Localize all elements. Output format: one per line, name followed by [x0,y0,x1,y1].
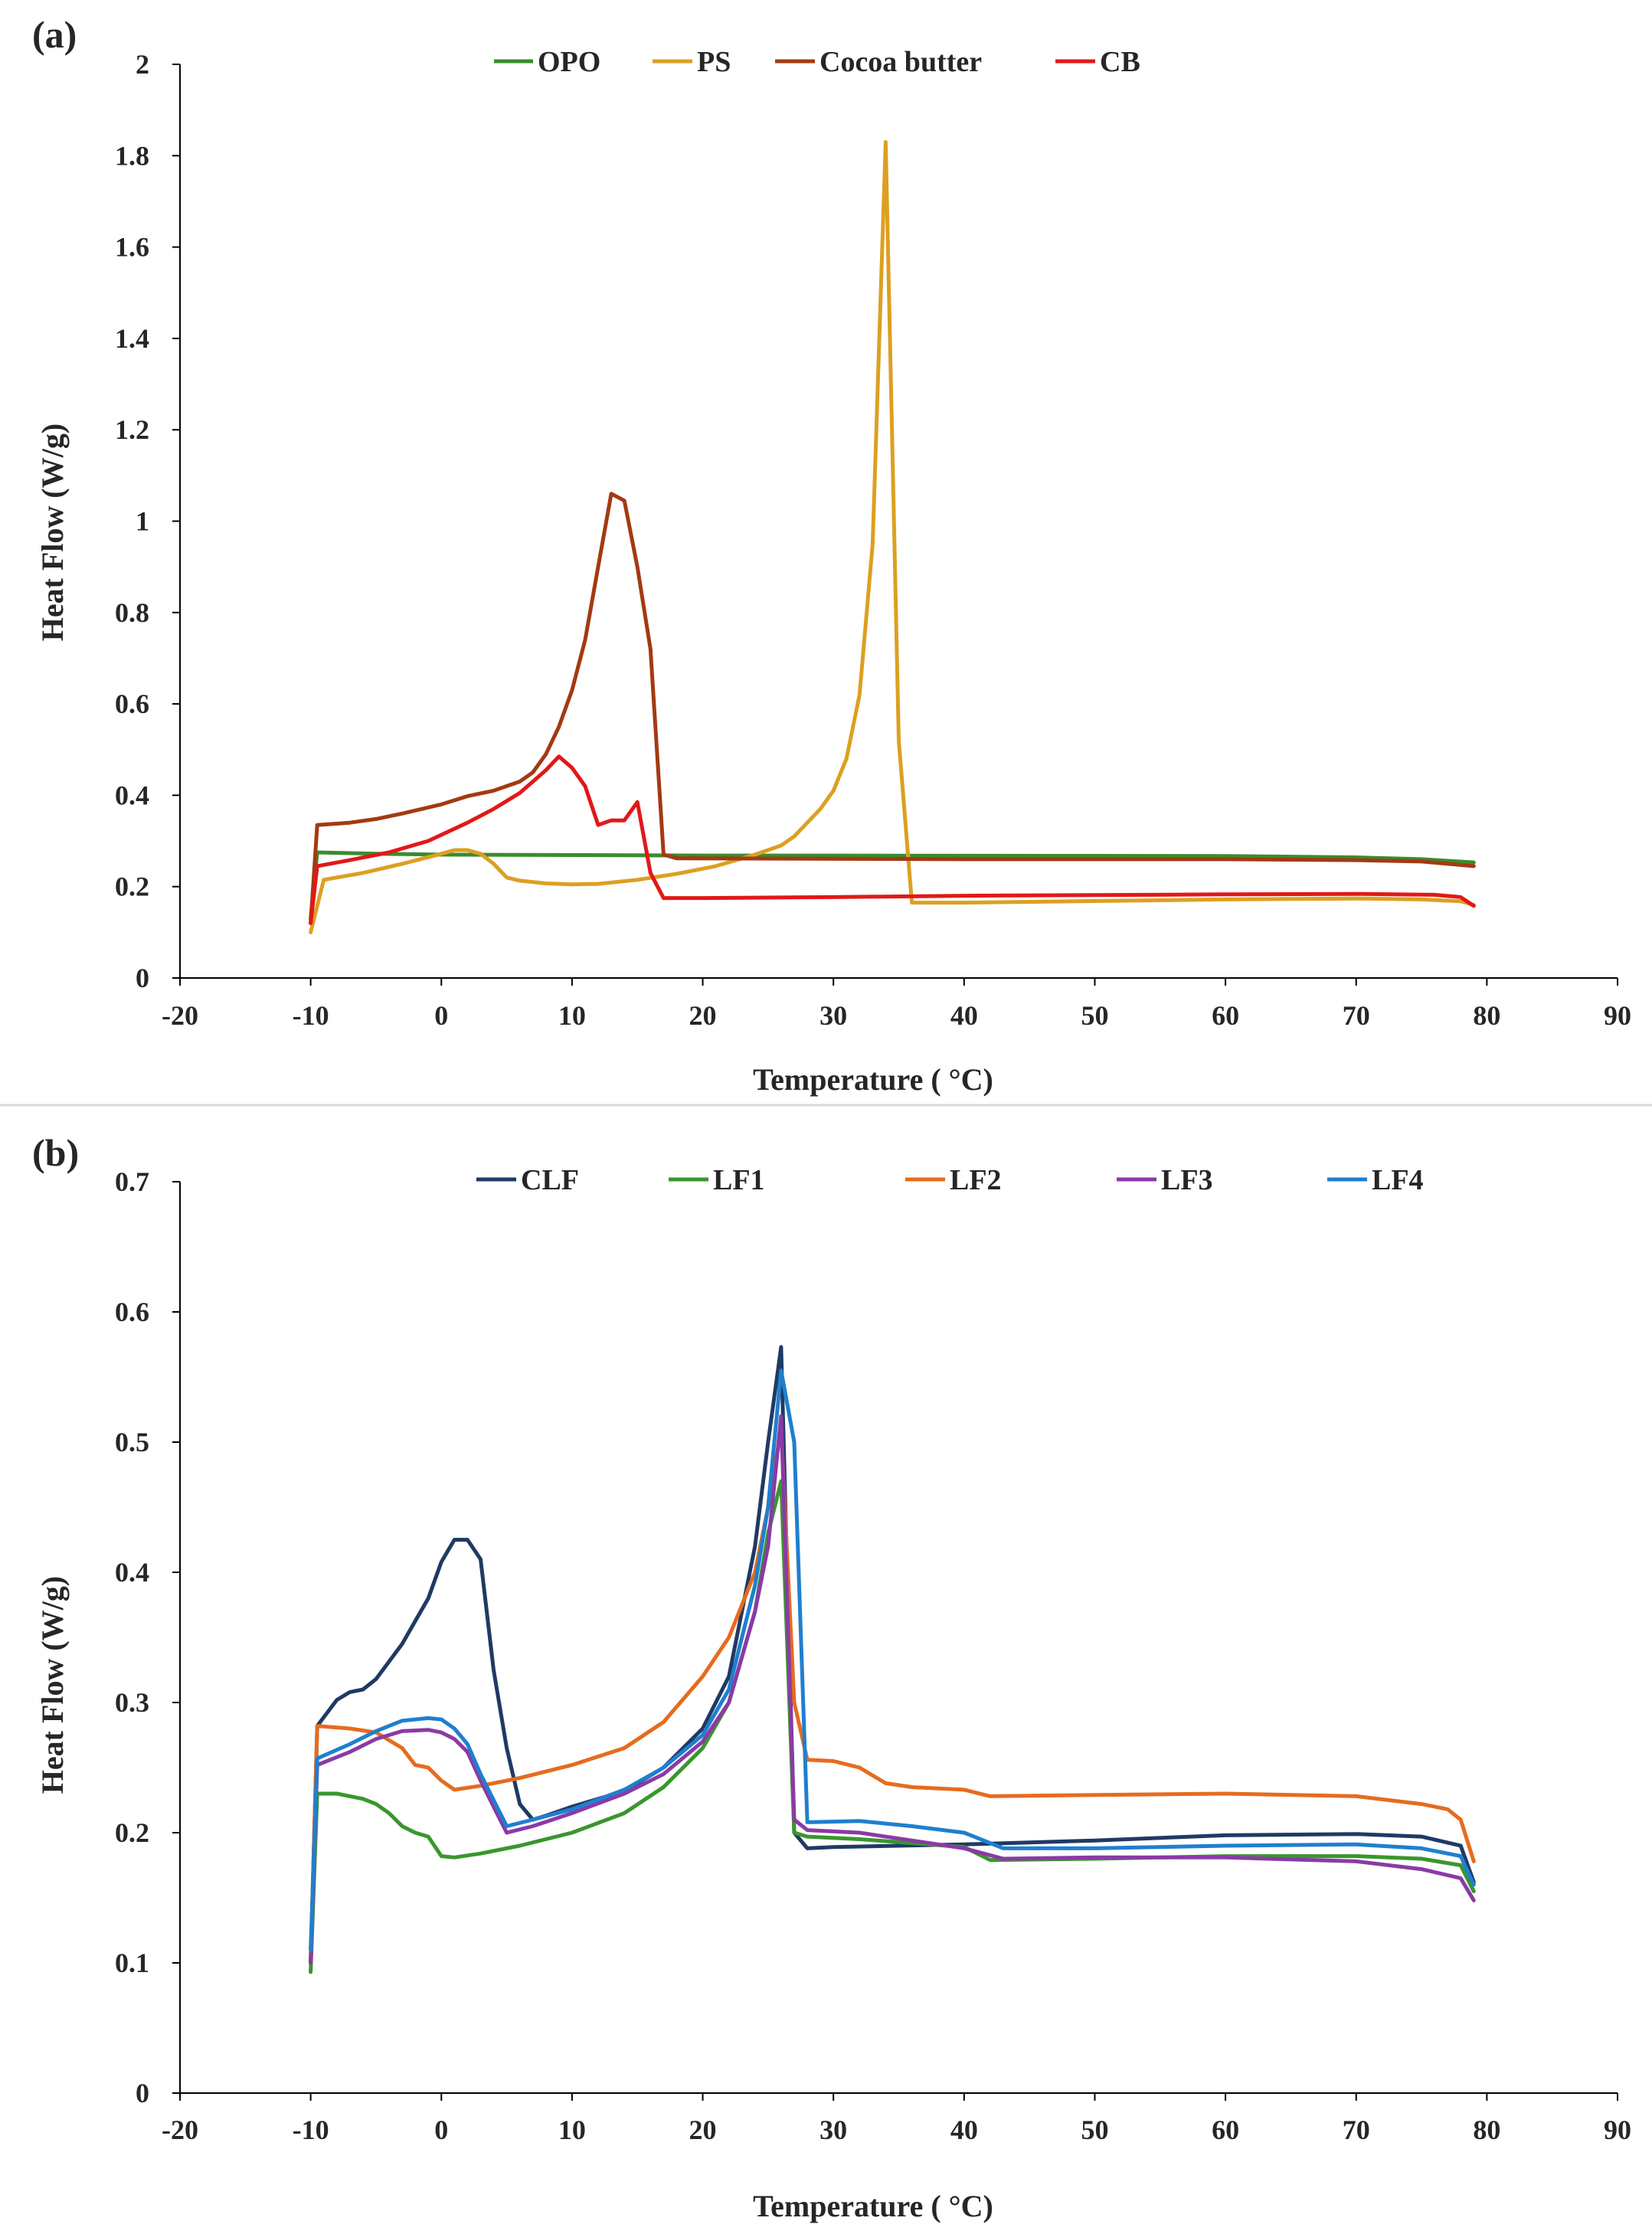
y-tick-label: 0.5 [115,1427,149,1457]
chart-panel-b: (b) -20 -10 0 10 20 30 40 50 60 70 80 90 0 0.1 0.2 0.3… [32,1131,1631,2223]
legend-label: OPO [538,46,600,78]
legend-item: LF2 [905,1164,1002,1196]
legend-label: LF4 [1372,1164,1424,1196]
y-tick-label: 0 [136,963,149,993]
panel-label: (b) [32,1131,79,1174]
x-tick-label: 90 [1604,1000,1631,1031]
plot-area [309,139,1476,934]
legend-label: CB [1100,46,1140,78]
y-tick-label: 0.8 [115,597,149,628]
x-tick-label: -10 [293,1000,329,1031]
series-line-ps [309,139,1476,934]
legend-item: CLF [476,1164,579,1196]
x-tick-label: -10 [293,2115,329,2145]
x-axis-ticks: -20 -10 0 10 20 30 40 50 60 70 80 90 [162,2093,1631,2145]
series-line-clf [309,1345,1476,1965]
x-tick-label: -20 [162,1000,198,1031]
y-tick-label: 0.2 [115,1817,149,1848]
x-tick-label: 50 [1081,1000,1108,1031]
y-axis-ticks: 0 0.2 0.4 0.6 0.8 1 1.2 1.4 1.6 1.8 2 [115,49,180,993]
series-line-lf4 [309,1369,1476,1952]
y-tick-label: 0 [136,2078,149,2108]
x-tick-label: 40 [950,1000,978,1031]
plot-area [309,1345,1476,1974]
y-tick-label: 1.6 [115,232,149,263]
legend-label: LF1 [713,1164,765,1196]
x-tick-label: 0 [434,2115,448,2145]
legend-item: OPO [494,46,600,78]
y-axis-title: Heat Flow (W/g) [35,1576,70,1794]
y-tick-label: 0.6 [115,689,149,719]
y-tick-label: 0.1 [115,1948,149,1978]
legend-label: PS [697,46,731,78]
legend-label: Cocoa butter [819,46,982,78]
x-tick-label: 70 [1343,1000,1370,1031]
x-tick-label: 10 [558,1000,586,1031]
x-tick-label: 20 [689,1000,717,1031]
y-tick-label: 0.7 [115,1166,149,1197]
x-axis-ticks: -20 -10 0 10 20 30 40 50 60 70 80 90 [162,978,1631,1031]
legend-item: LF4 [1327,1164,1424,1196]
x-tick-label: 60 [1212,1000,1239,1031]
series-line-cb [309,754,1476,925]
x-tick-label: 90 [1604,2115,1631,2145]
legend-item: LF3 [1117,1164,1213,1196]
series-line-opo [309,850,1476,921]
legend-label: CLF [521,1164,579,1196]
legend-label: LF2 [950,1164,1002,1196]
series-line-lf3 [309,1414,1476,1965]
legend: OPO PS Cocoa butter CB [494,46,1140,78]
x-tick-label: 40 [950,2115,978,2145]
y-tick-label: 1.8 [115,140,149,171]
x-tick-label: 50 [1081,2115,1108,2145]
y-tick-label: 1 [136,506,149,537]
y-tick-label: 0.4 [115,780,149,810]
y-tick-label: 0.2 [115,872,149,902]
x-tick-label: 60 [1212,2115,1239,2145]
legend-item: CB [1055,46,1140,78]
series-line-cocoa-butter [309,492,1476,925]
x-tick-label: 30 [819,2115,847,2145]
x-axis-title: Temperature ( °C) [753,1062,993,1097]
y-tick-label: 0.4 [115,1557,149,1588]
x-tick-label: 80 [1473,2115,1500,2145]
legend-item: PS [653,46,731,78]
x-tick-label: 0 [434,1000,448,1031]
x-axis-title: Temperature ( °C) [753,2189,993,2223]
y-tick-label: 1.4 [115,323,149,354]
y-tick-label: 2 [136,49,149,80]
y-axis-ticks: 0 0.1 0.2 0.3 0.4 0.5 0.6 0.7 [115,1166,180,2108]
panel-label: (a) [32,13,77,56]
y-tick-label: 0.6 [115,1297,149,1327]
chart-panel-a: (a) -20 -10 0 10 20 30 40 50 60 70 80 90 0 0.2 0.4 0.6… [32,13,1631,1097]
x-tick-label: 70 [1343,2115,1370,2145]
x-tick-label: 30 [819,1000,847,1031]
x-tick-label: 80 [1473,1000,1500,1031]
legend-label: LF3 [1161,1164,1213,1196]
y-axis-title: Heat Flow (W/g) [35,424,70,641]
y-tick-label: 1.2 [115,414,149,445]
x-tick-label: 10 [558,2115,586,2145]
legend-item: LF1 [669,1164,765,1196]
x-tick-label: 20 [689,2115,717,2145]
legend-item: Cocoa butter [775,46,982,78]
y-tick-label: 0.3 [115,1687,149,1718]
legend: CLF LF1 LF2 LF3 LF4 [476,1164,1424,1196]
x-tick-label: -20 [162,2115,198,2145]
